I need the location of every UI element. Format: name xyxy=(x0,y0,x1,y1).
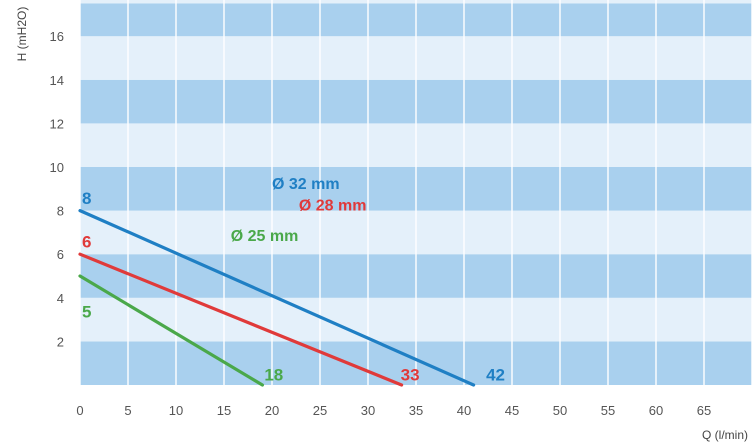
series-line xyxy=(78,252,404,387)
y-tick-label: 16 xyxy=(50,29,64,44)
series-end-value: 18 xyxy=(264,366,283,385)
series-end-value: 42 xyxy=(486,366,505,385)
series-end-value: 33 xyxy=(401,366,420,385)
series-labels: Ø 32 mm 8 42 Ø 28 mm 6 33 Ø 25 mm 5 18 xyxy=(82,176,505,385)
x-axis-label: Q (l/min) xyxy=(702,428,748,442)
y-tick-label: 4 xyxy=(57,291,64,306)
x-tick-label: 25 xyxy=(313,403,327,418)
x-tick-label: 50 xyxy=(553,403,567,418)
y-tick-label: 2 xyxy=(57,334,64,349)
x-tick-label: 35 xyxy=(409,403,423,418)
x-axis-ticks: 0 5 10 15 20 25 30 35 40 45 50 55 60 65 xyxy=(76,403,711,418)
series-start-value: 5 xyxy=(82,302,91,321)
y-axis-ticks: 2 4 6 8 10 12 14 16 xyxy=(50,29,64,349)
series-name-label: Ø 25 mm xyxy=(231,228,299,245)
y-tick-label: 6 xyxy=(57,247,64,262)
x-tick-label: 5 xyxy=(124,403,131,418)
x-tick-label: 60 xyxy=(649,403,663,418)
series-start-value: 8 xyxy=(82,189,91,208)
series-line xyxy=(78,274,264,387)
series-start-value: 6 xyxy=(82,233,91,252)
x-tick-label: 45 xyxy=(505,403,519,418)
series-lines xyxy=(78,209,476,387)
y-tick-label: 12 xyxy=(50,116,64,131)
series-name-label: Ø 32 mm xyxy=(272,176,340,193)
x-tick-label: 15 xyxy=(217,403,231,418)
x-tick-label: 65 xyxy=(697,403,711,418)
x-tick-label: 10 xyxy=(169,403,183,418)
x-tick-label: 55 xyxy=(601,403,615,418)
x-tick-label: 20 xyxy=(265,403,279,418)
x-tick-label: 0 xyxy=(76,403,83,418)
series-name-label: Ø 28 mm xyxy=(299,198,367,215)
series-line xyxy=(78,209,476,387)
y-axis-label: H (mH2O) xyxy=(15,7,29,62)
vertical-gridlines xyxy=(79,0,752,385)
x-tick-label: 30 xyxy=(361,403,375,418)
y-tick-label: 14 xyxy=(50,73,64,88)
y-tick-label: 8 xyxy=(57,204,64,219)
x-tick-label: 40 xyxy=(457,403,471,418)
y-tick-label: 10 xyxy=(50,160,64,175)
